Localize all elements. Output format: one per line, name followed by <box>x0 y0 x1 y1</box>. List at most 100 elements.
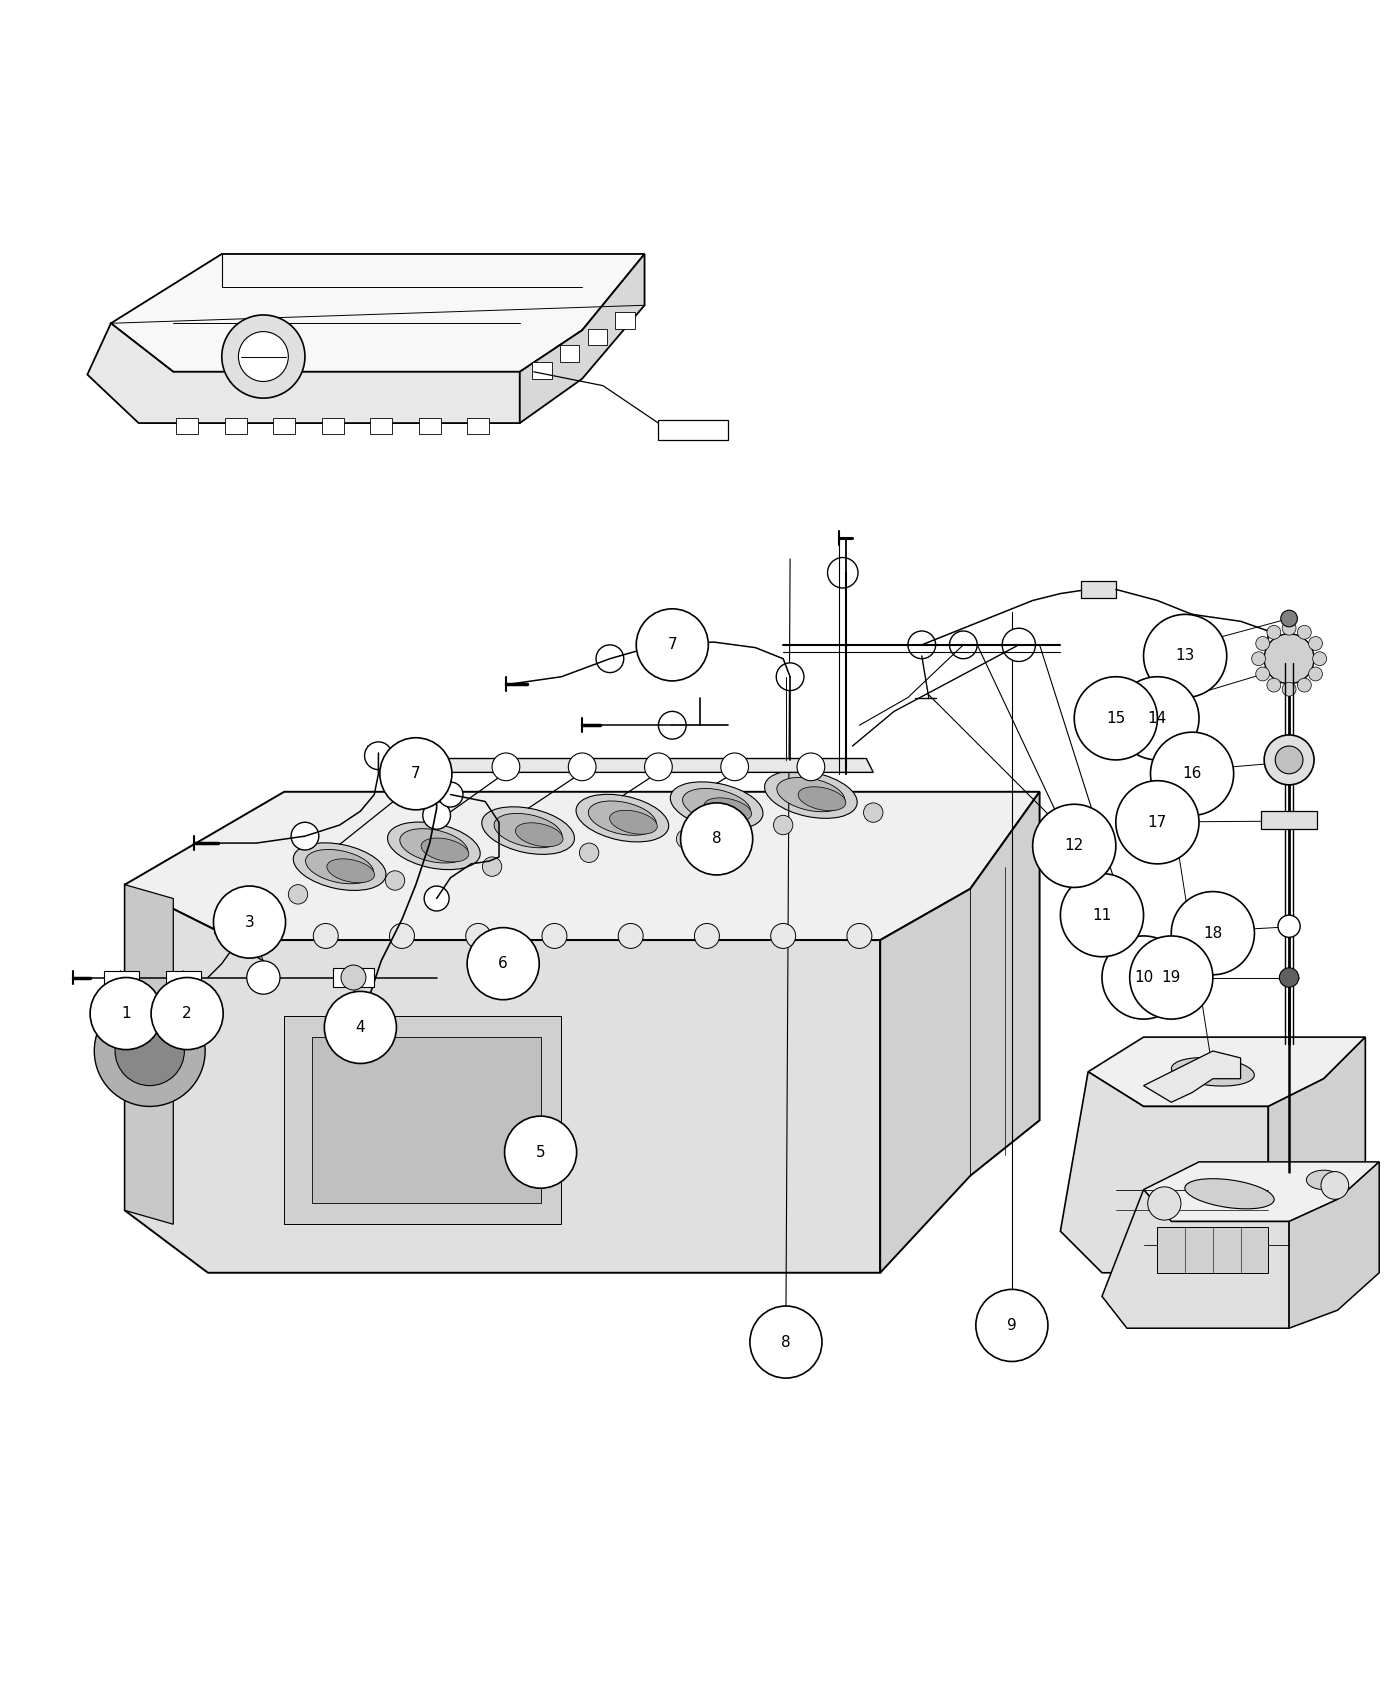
Circle shape <box>504 1117 577 1188</box>
Text: 10: 10 <box>1134 971 1154 984</box>
Polygon shape <box>881 792 1040 1273</box>
Circle shape <box>847 923 872 949</box>
Circle shape <box>1151 733 1233 816</box>
Circle shape <box>864 802 883 823</box>
Circle shape <box>115 1017 185 1086</box>
Circle shape <box>1282 682 1296 695</box>
Circle shape <box>379 738 452 809</box>
Polygon shape <box>312 1037 540 1204</box>
Circle shape <box>797 753 825 780</box>
Circle shape <box>213 886 286 959</box>
Circle shape <box>325 991 396 1064</box>
Ellipse shape <box>293 843 386 891</box>
Circle shape <box>353 996 381 1023</box>
Circle shape <box>94 996 206 1107</box>
Text: 3: 3 <box>245 915 255 930</box>
Circle shape <box>1275 746 1303 774</box>
Circle shape <box>246 960 280 994</box>
Text: 18: 18 <box>1203 927 1222 940</box>
Bar <box>419 418 441 434</box>
Ellipse shape <box>388 823 480 870</box>
Text: 1: 1 <box>122 1006 132 1022</box>
Text: 13: 13 <box>1176 648 1194 663</box>
Text: 19: 19 <box>1162 971 1182 984</box>
Ellipse shape <box>777 777 846 811</box>
Polygon shape <box>284 1017 561 1224</box>
Circle shape <box>949 631 977 658</box>
Circle shape <box>238 332 288 381</box>
Ellipse shape <box>609 811 658 835</box>
Circle shape <box>151 977 223 1049</box>
Bar <box>370 418 392 434</box>
Text: 4: 4 <box>356 1020 365 1035</box>
Bar <box>468 418 490 434</box>
Polygon shape <box>87 323 519 423</box>
Circle shape <box>1060 874 1144 957</box>
Circle shape <box>1172 891 1254 974</box>
Circle shape <box>385 870 405 891</box>
Ellipse shape <box>494 813 563 848</box>
Circle shape <box>596 644 624 673</box>
Circle shape <box>1309 666 1323 682</box>
Circle shape <box>1322 1171 1348 1198</box>
Polygon shape <box>333 967 374 988</box>
Circle shape <box>1102 937 1186 1018</box>
Circle shape <box>721 753 749 780</box>
Text: 5: 5 <box>536 1144 546 1159</box>
Ellipse shape <box>683 789 750 823</box>
Circle shape <box>636 609 708 682</box>
Text: 12: 12 <box>1064 838 1084 853</box>
Ellipse shape <box>1184 1178 1274 1209</box>
Polygon shape <box>1289 1161 1379 1328</box>
Circle shape <box>580 843 599 862</box>
Ellipse shape <box>400 828 468 864</box>
Ellipse shape <box>515 823 563 847</box>
Polygon shape <box>1268 1037 1365 1273</box>
Circle shape <box>694 923 720 949</box>
Polygon shape <box>519 253 644 423</box>
Polygon shape <box>1060 1071 1268 1273</box>
Polygon shape <box>167 971 202 984</box>
Circle shape <box>364 741 392 770</box>
Circle shape <box>1033 804 1116 887</box>
Circle shape <box>1309 636 1323 651</box>
Ellipse shape <box>575 794 669 842</box>
Ellipse shape <box>421 838 469 862</box>
Circle shape <box>1281 610 1298 627</box>
Circle shape <box>1256 666 1270 682</box>
Ellipse shape <box>798 787 846 811</box>
Circle shape <box>680 802 753 876</box>
Polygon shape <box>1144 1161 1379 1222</box>
Circle shape <box>1278 915 1301 937</box>
Polygon shape <box>104 971 139 984</box>
Ellipse shape <box>588 801 657 835</box>
Circle shape <box>568 753 596 780</box>
Circle shape <box>619 923 643 949</box>
Circle shape <box>291 823 319 850</box>
Circle shape <box>1130 937 1212 1018</box>
Text: 11: 11 <box>1092 908 1112 923</box>
Text: 16: 16 <box>1183 767 1201 782</box>
Ellipse shape <box>1306 1170 1341 1190</box>
Ellipse shape <box>305 850 374 884</box>
Ellipse shape <box>482 808 574 855</box>
Polygon shape <box>1261 811 1317 830</box>
Polygon shape <box>1144 1051 1240 1102</box>
Polygon shape <box>125 792 1040 940</box>
Circle shape <box>1267 626 1281 639</box>
Circle shape <box>1179 626 1205 653</box>
Bar <box>322 418 344 434</box>
Ellipse shape <box>764 770 857 818</box>
Text: 15: 15 <box>1106 711 1126 726</box>
Circle shape <box>773 816 792 835</box>
Polygon shape <box>125 884 174 1224</box>
Circle shape <box>314 923 339 949</box>
Bar <box>273 418 295 434</box>
Circle shape <box>1074 677 1158 760</box>
Circle shape <box>750 1306 822 1379</box>
Circle shape <box>1264 634 1315 683</box>
Circle shape <box>416 753 444 780</box>
Text: 7: 7 <box>668 638 678 653</box>
Circle shape <box>1298 678 1312 692</box>
Circle shape <box>1002 629 1036 661</box>
